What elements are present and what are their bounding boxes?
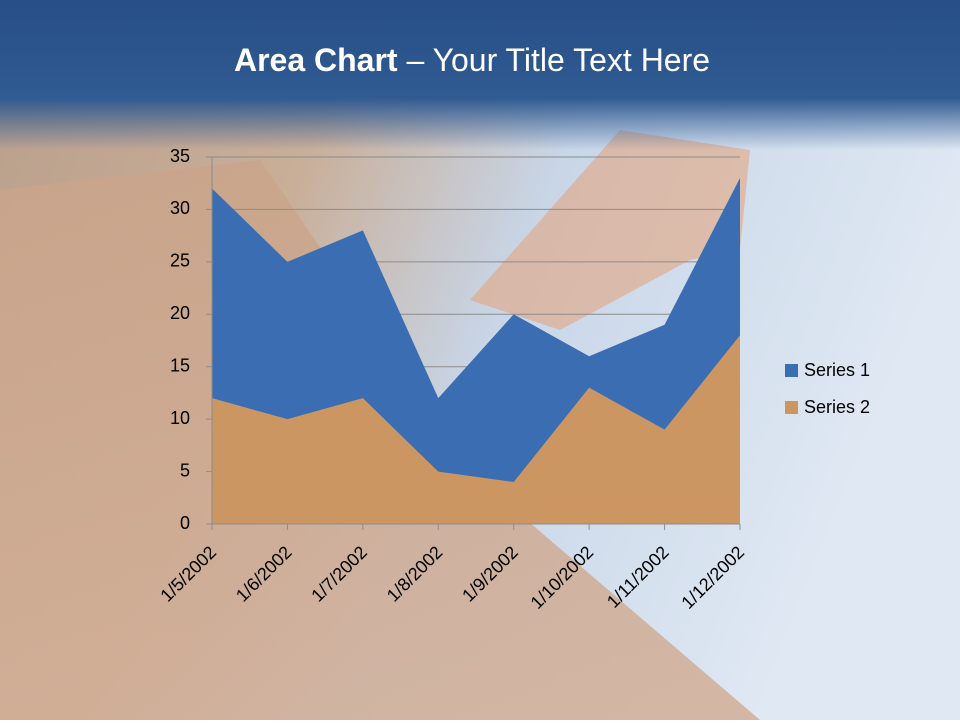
y-tick-label: 0: [180, 513, 190, 533]
legend-swatch: [785, 364, 798, 377]
y-tick-label: 15: [170, 355, 190, 375]
legend-swatch: [785, 401, 798, 414]
y-tick-label: 30: [170, 198, 190, 218]
title-rest: – Your Title Text Here: [398, 42, 710, 78]
y-tick-label: 20: [170, 303, 190, 323]
title-bold: Area Chart: [234, 42, 398, 78]
legend-label: Series 1: [804, 360, 870, 380]
background-machine: [470, 130, 750, 330]
title-banner: [0, 0, 960, 150]
slide-title: Area Chart – Your Title Text Here: [234, 42, 710, 78]
y-tick-label: 25: [170, 251, 190, 271]
y-tick-label: 10: [170, 408, 190, 428]
area: [212, 335, 740, 524]
y-tick-label: 5: [180, 460, 190, 480]
legend-label: Series 2: [804, 397, 870, 417]
y-tick-label: 35: [170, 146, 190, 166]
